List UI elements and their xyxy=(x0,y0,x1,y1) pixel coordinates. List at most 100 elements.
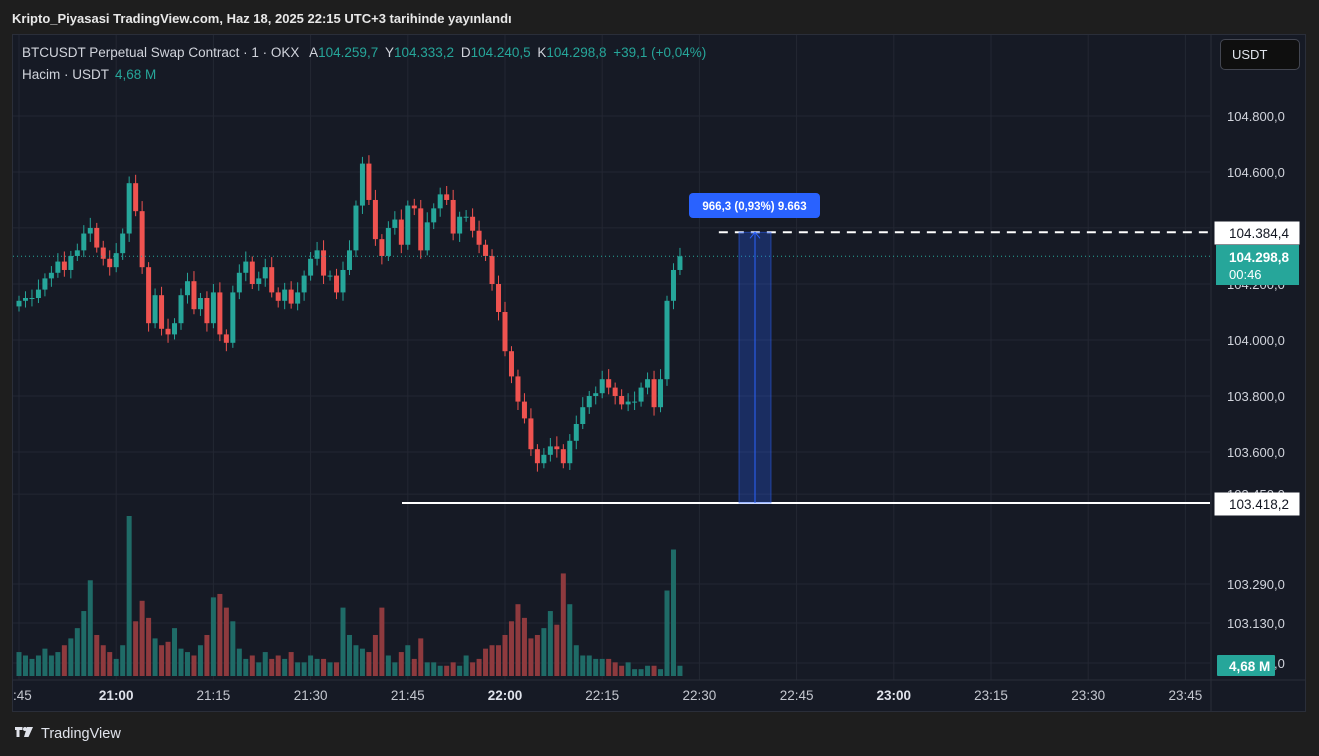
candle-body[interactable] xyxy=(22,298,28,301)
candle-body[interactable] xyxy=(476,230,482,245)
candle-body[interactable] xyxy=(113,253,119,268)
candle-body[interactable] xyxy=(398,219,404,245)
candle-body[interactable] xyxy=(645,379,651,388)
candle-body[interactable] xyxy=(457,216,463,234)
candle-body[interactable] xyxy=(483,244,489,256)
candle-body[interactable] xyxy=(444,194,450,200)
candle-body[interactable] xyxy=(48,272,54,279)
candle-body[interactable] xyxy=(359,163,365,206)
candle-body[interactable] xyxy=(172,323,178,335)
candle-body[interactable] xyxy=(346,250,352,270)
candle-body[interactable] xyxy=(133,183,139,212)
candle-body[interactable] xyxy=(107,258,113,268)
candle-body[interactable] xyxy=(301,275,307,293)
candle-body[interactable] xyxy=(139,211,145,268)
currency-button[interactable]: USDT xyxy=(1220,39,1300,70)
chart-pane[interactable]: 966,3 (0,93%) 9.663102.990,0103.130,0103… xyxy=(12,34,1306,712)
candle-body[interactable] xyxy=(424,222,430,251)
price-chart[interactable]: 966,3 (0,93%) 9.663102.990,0103.130,0103… xyxy=(13,35,1305,711)
candle-body[interactable] xyxy=(625,401,631,405)
candle-body[interactable] xyxy=(165,328,171,335)
candle-body[interactable] xyxy=(508,351,514,377)
candle-body[interactable] xyxy=(450,199,456,234)
candle-body[interactable] xyxy=(664,300,670,380)
candle-body[interactable] xyxy=(418,208,424,251)
candle-body[interactable] xyxy=(431,208,437,223)
candle-body[interactable] xyxy=(178,295,184,324)
candle-body[interactable] xyxy=(42,278,48,290)
candle-body[interactable] xyxy=(379,239,385,256)
volume-label[interactable]: Hacim · USDT xyxy=(22,67,109,82)
candle-body[interactable] xyxy=(126,183,132,234)
candle-body[interactable] xyxy=(651,379,657,408)
candle-body[interactable] xyxy=(288,289,294,304)
candle-body[interactable] xyxy=(295,292,301,304)
candle-body[interactable] xyxy=(308,258,314,276)
candle-body[interactable] xyxy=(35,289,41,298)
candle-body[interactable] xyxy=(515,376,521,402)
candle-body[interactable] xyxy=(534,449,540,464)
symbol-description[interactable]: BTCUSDT Perpetual Swap Contract · 1 · OK… xyxy=(22,45,300,60)
candle-body[interactable] xyxy=(411,205,417,209)
candle-body[interactable] xyxy=(470,216,476,231)
candle-body[interactable] xyxy=(204,298,210,324)
candle-body[interactable] xyxy=(197,298,203,310)
candle-body[interactable] xyxy=(269,267,275,293)
candle-body[interactable] xyxy=(677,256,683,270)
candle-body[interactable] xyxy=(262,267,268,279)
candle-body[interactable] xyxy=(573,424,579,441)
candle-body[interactable] xyxy=(619,396,625,405)
candle-body[interactable] xyxy=(152,295,158,324)
candle-body[interactable] xyxy=(670,269,676,301)
candle-body[interactable] xyxy=(210,292,216,324)
candle-body[interactable] xyxy=(437,194,443,209)
candle-body[interactable] xyxy=(191,281,197,310)
candle-body[interactable] xyxy=(282,289,288,301)
candle-body[interactable] xyxy=(528,418,534,450)
candle-body[interactable] xyxy=(55,261,61,273)
candle-body[interactable] xyxy=(146,267,152,324)
candle-body[interactable] xyxy=(632,401,638,403)
candle-body[interactable] xyxy=(217,292,223,335)
candle-body[interactable] xyxy=(314,250,320,259)
candle-body[interactable] xyxy=(327,275,333,277)
candle-body[interactable] xyxy=(593,393,599,396)
candle-body[interactable] xyxy=(230,292,236,343)
candle-body[interactable] xyxy=(81,233,87,251)
candle-body[interactable] xyxy=(100,247,106,259)
candle-body[interactable] xyxy=(334,275,340,293)
candle-body[interactable] xyxy=(599,379,605,394)
candle-body[interactable] xyxy=(372,199,378,240)
candle-body[interactable] xyxy=(243,261,249,273)
candle-body[interactable] xyxy=(256,278,262,284)
candle-body[interactable] xyxy=(340,269,346,293)
tradingview-logo[interactable]: TradingView xyxy=(12,726,121,742)
candle-body[interactable] xyxy=(16,300,22,307)
candle-body[interactable] xyxy=(502,312,508,352)
candle-body[interactable] xyxy=(606,379,612,388)
candle-body[interactable] xyxy=(521,401,527,419)
candle-body[interactable] xyxy=(321,250,327,276)
candle-body[interactable] xyxy=(223,334,229,343)
candle-body[interactable] xyxy=(61,261,67,270)
candle-body[interactable] xyxy=(249,261,255,284)
candle-body[interactable] xyxy=(612,387,618,396)
candle-body[interactable] xyxy=(405,205,411,245)
candle-body[interactable] xyxy=(74,250,80,256)
candle-body[interactable] xyxy=(392,219,398,228)
candle-body[interactable] xyxy=(159,295,165,329)
candle-body[interactable] xyxy=(554,446,560,450)
candle-body[interactable] xyxy=(638,387,644,402)
candle-body[interactable] xyxy=(68,255,74,270)
candle-body[interactable] xyxy=(560,449,566,464)
candle-body[interactable] xyxy=(580,407,586,424)
candle-body[interactable] xyxy=(547,446,553,455)
candle-body[interactable] xyxy=(87,227,93,234)
candle-body[interactable] xyxy=(29,298,35,299)
candle-body[interactable] xyxy=(658,379,664,408)
candle-body[interactable] xyxy=(496,284,502,312)
candle-body[interactable] xyxy=(236,272,242,293)
candle-body[interactable] xyxy=(120,233,126,254)
candle-body[interactable] xyxy=(94,227,100,248)
candle-body[interactable] xyxy=(463,216,469,218)
